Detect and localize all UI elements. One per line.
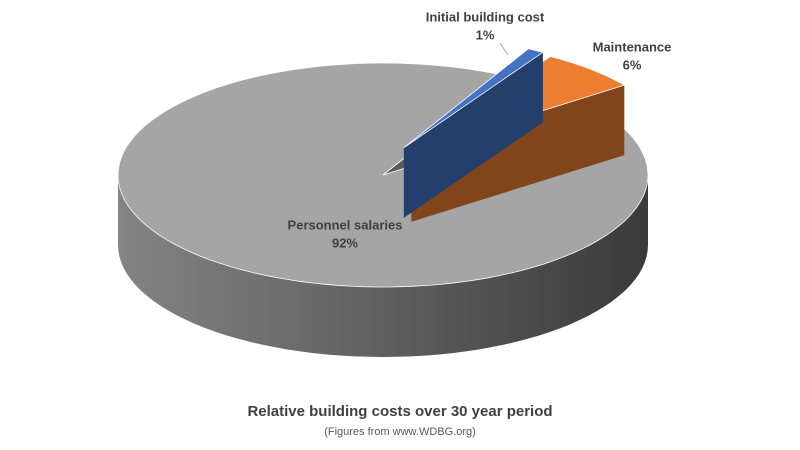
slice-wall	[403, 52, 543, 218]
data-label-value: 92%	[332, 235, 358, 250]
slice-top	[403, 48, 545, 149]
data-label-category: Personnel salaries	[288, 217, 403, 232]
pie-slice	[403, 48, 545, 218]
data-label-value: 6%	[623, 57, 642, 72]
slice-top	[117, 62, 649, 288]
chart-subtitle: (Figures from www.WDBG.org)	[324, 426, 476, 438]
data-label-value: 1%	[476, 27, 495, 42]
leader-line	[499, 42, 509, 56]
data-label-category: Initial building cost	[426, 9, 545, 24]
chart-title: Relative building costs over 30 year per…	[247, 403, 552, 420]
slice-wall	[411, 85, 625, 222]
data-label-category: Maintenance	[593, 39, 672, 54]
slice-side	[118, 175, 648, 357]
